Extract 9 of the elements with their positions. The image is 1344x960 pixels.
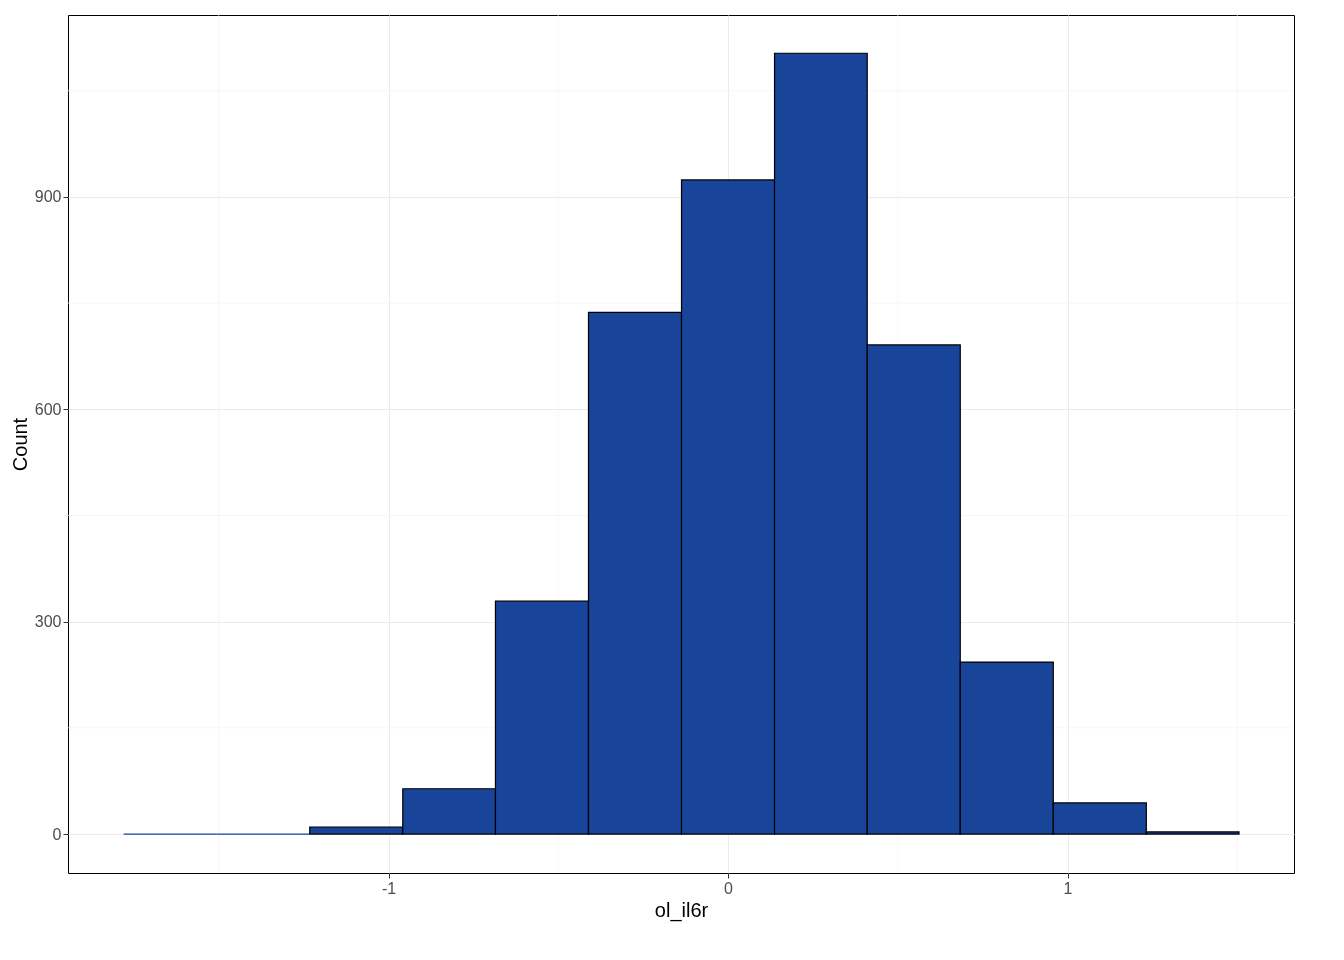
- x-tick-label: -1: [381, 879, 397, 897]
- x-tick-label: 0: [724, 879, 734, 897]
- y-tick-label: 900: [34, 188, 62, 206]
- y-axis-title: Count: [8, 417, 31, 472]
- y-tick-label: 300: [34, 613, 62, 631]
- y-tick-label: 600: [34, 400, 62, 418]
- x-axis-title: ol_il6r: [654, 898, 709, 922]
- x-tick-label: 1: [1063, 879, 1073, 897]
- y-tick-label: 0: [52, 825, 62, 843]
